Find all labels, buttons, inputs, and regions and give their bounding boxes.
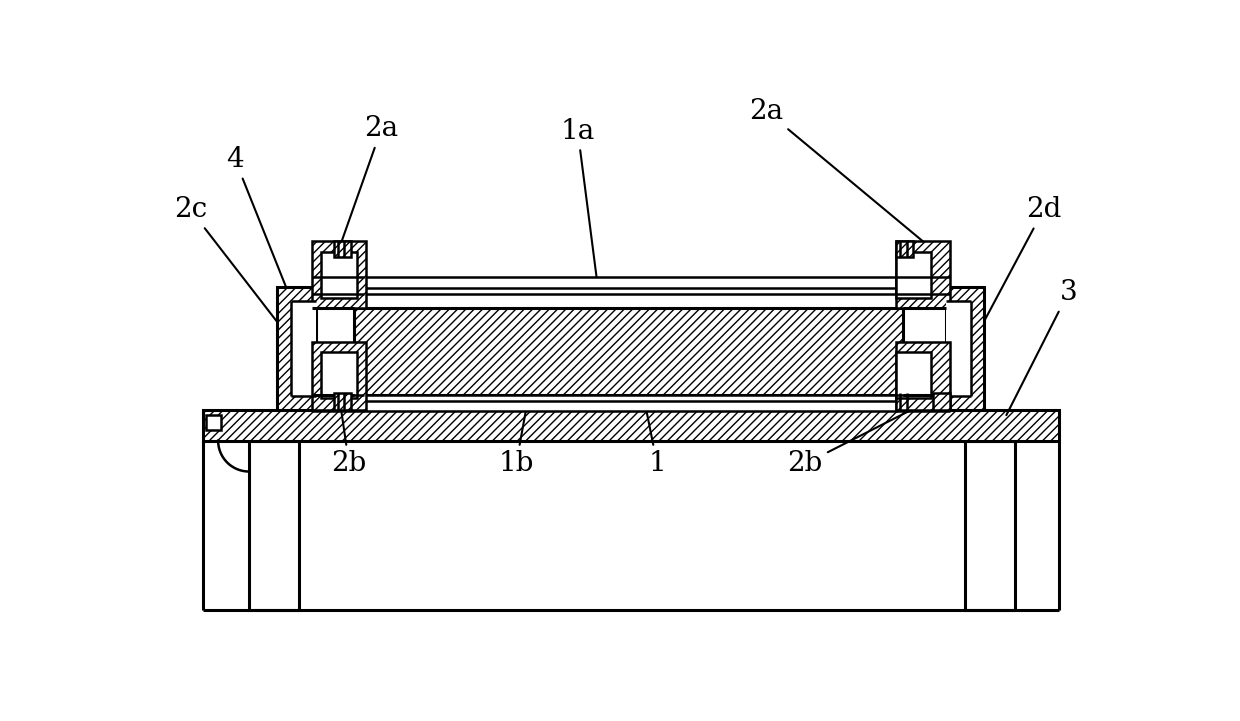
Bar bbox=[203, 410, 1059, 441]
Text: 1b: 1b bbox=[498, 404, 534, 477]
Text: 2d: 2d bbox=[983, 196, 1061, 323]
Bar bbox=[965, 441, 1016, 610]
Text: 4: 4 bbox=[226, 146, 286, 288]
Bar bbox=[321, 352, 357, 399]
Bar bbox=[290, 301, 316, 396]
Text: 2b: 2b bbox=[331, 409, 367, 477]
Text: 1a: 1a bbox=[560, 118, 596, 278]
Bar bbox=[895, 352, 931, 399]
Bar bbox=[249, 441, 299, 610]
Bar bbox=[321, 252, 357, 298]
Bar bbox=[895, 241, 950, 309]
Text: 2a: 2a bbox=[341, 115, 398, 242]
Bar bbox=[895, 241, 913, 257]
Bar bbox=[312, 241, 366, 309]
Text: 1: 1 bbox=[636, 359, 666, 477]
Bar bbox=[895, 342, 950, 410]
Bar bbox=[946, 287, 985, 410]
Bar bbox=[334, 241, 351, 257]
Bar bbox=[365, 394, 895, 412]
Bar bbox=[334, 393, 351, 410]
Bar bbox=[365, 278, 895, 294]
Bar bbox=[355, 309, 903, 394]
Bar bbox=[932, 393, 950, 410]
Bar bbox=[206, 415, 221, 430]
Text: 2a: 2a bbox=[749, 97, 925, 242]
Bar bbox=[278, 287, 316, 410]
Bar bbox=[312, 342, 366, 410]
Bar bbox=[895, 252, 931, 298]
Bar bbox=[946, 301, 971, 396]
Text: 2b: 2b bbox=[787, 407, 916, 477]
Text: 2c: 2c bbox=[174, 196, 278, 323]
Text: 3: 3 bbox=[1007, 279, 1078, 415]
